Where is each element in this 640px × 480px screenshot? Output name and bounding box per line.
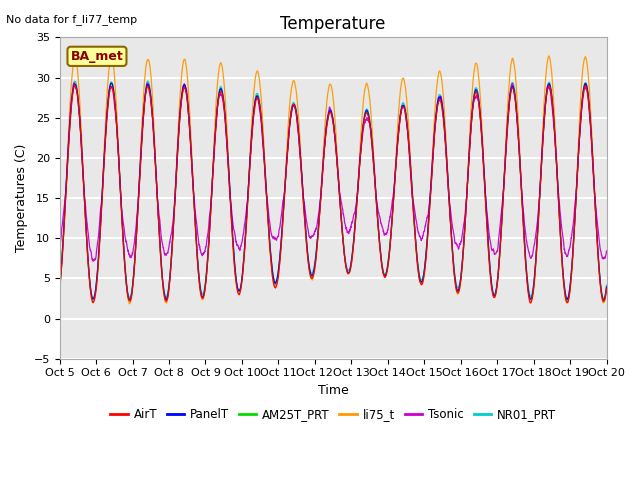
Title: Temperature: Temperature	[280, 15, 386, 33]
Legend: AirT, PanelT, AM25T_PRT, li75_t, Tsonic, NR01_PRT: AirT, PanelT, AM25T_PRT, li75_t, Tsonic,…	[105, 403, 561, 426]
Text: BA_met: BA_met	[70, 50, 124, 63]
Text: No data for f_li77_temp: No data for f_li77_temp	[6, 14, 138, 25]
X-axis label: Time: Time	[317, 384, 349, 397]
Y-axis label: Temperatures (C): Temperatures (C)	[15, 144, 28, 252]
